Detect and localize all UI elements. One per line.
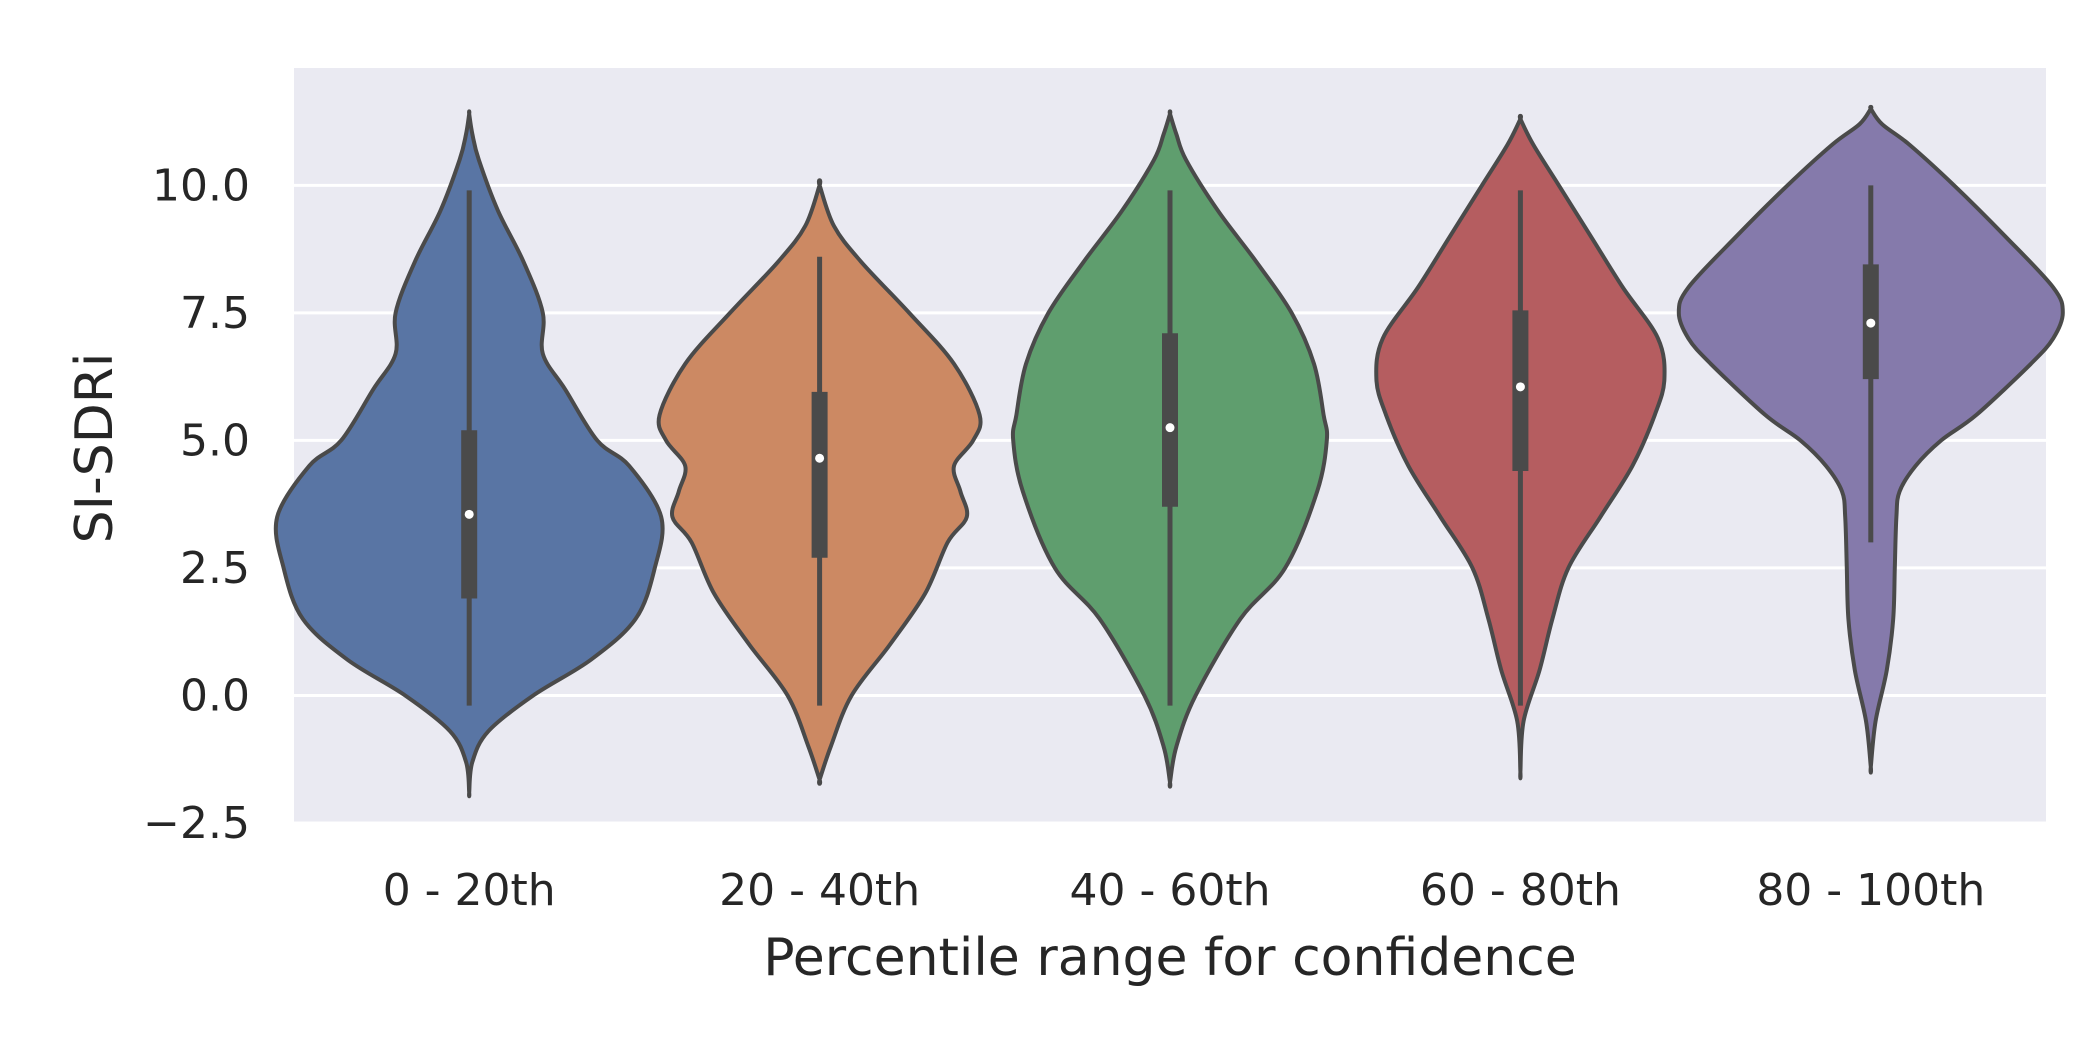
violins (273, 104, 2065, 799)
violin-3 (1010, 109, 1330, 789)
violin-2 (656, 178, 983, 786)
y-tick-label: 5.0 (180, 415, 250, 466)
violin-median-point (815, 453, 825, 463)
y-axis-label: SI-SDRi (65, 353, 125, 544)
x-tick-label: 80 - 100th (1756, 865, 1985, 916)
y-tick-label: 10.0 (152, 160, 250, 211)
violin-4 (1374, 113, 1667, 781)
x-axis-label: Percentile range for confidence (763, 928, 1577, 988)
violin-median-point (1866, 318, 1876, 328)
violin-median-point (464, 509, 474, 519)
y-tick-label: 7.5 (180, 288, 250, 339)
x-tick-labels: 0 - 20th 20 - 40th 40 - 60th 60 - 80th 80 - … (383, 865, 1986, 916)
violin-median-point (1515, 382, 1525, 392)
x-tick-label: 20 - 40th (719, 865, 920, 916)
y-tick-label: 0.0 (180, 670, 250, 721)
x-tick-label: 40 - 60th (1070, 865, 1271, 916)
violin-1 (273, 109, 665, 799)
y-tick-labels: −2.5 0.0 2.5 5.0 7.5 10.0 (143, 160, 250, 849)
x-tick-label: 60 - 80th (1420, 865, 1621, 916)
x-tick-label: 0 - 20th (383, 865, 556, 916)
y-tick-label: −2.5 (143, 798, 250, 849)
y-tick-label: 2.5 (180, 543, 250, 594)
violin-median-point (1165, 423, 1175, 433)
violin-5 (1676, 104, 2065, 775)
